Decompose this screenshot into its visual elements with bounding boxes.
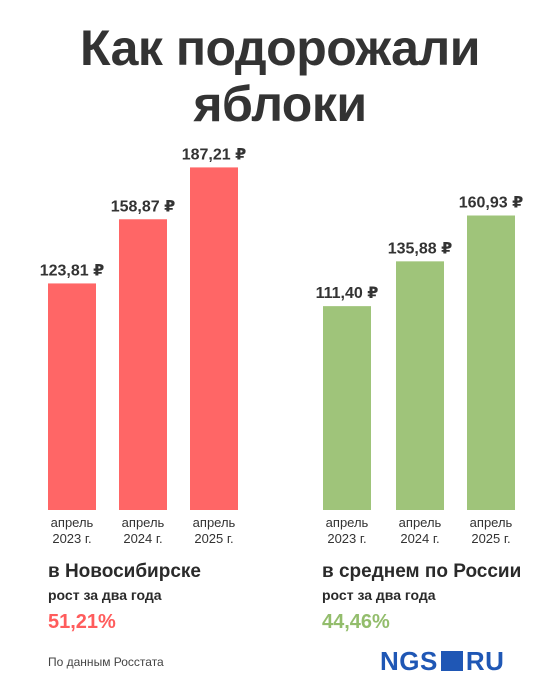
bar-value-label-russia-0: 111,40 ₽ <box>316 285 379 302</box>
bar-value-label-novosibirsk-1: 158,87 ₽ <box>111 198 176 215</box>
bar-novosibirsk-1 <box>119 219 167 511</box>
tick-label-russia-0-1: 2023 г. <box>327 531 366 546</box>
region-russia: в среднем по России рост за два года 44,… <box>322 560 521 634</box>
region-novosibirsk: в Новосибирске рост за два года 51,21% <box>48 560 201 634</box>
region-name-novosibirsk: в Новосибирске <box>48 561 201 582</box>
growth-label-russia: рост за два года <box>322 587 436 603</box>
bar-value-label-russia-1: 135,88 ₽ <box>388 240 453 257</box>
logo-right-text: RU <box>465 645 505 676</box>
tick-label-novosibirsk-0-0: апрель <box>51 515 94 530</box>
tick-label-novosibirsk-2-1: 2025 г. <box>194 531 233 546</box>
growth-value-novosibirsk: 51,21% <box>48 611 116 633</box>
growth-label-novosibirsk: рост за два года <box>48 587 162 603</box>
tick-label-novosibirsk-1-1: 2024 г. <box>123 531 162 546</box>
bar-value-label-russia-2: 160,93 ₽ <box>459 194 524 211</box>
logo-square-icon <box>440 651 463 671</box>
tick-label-russia-0-0: апрель <box>326 515 369 530</box>
tick-label-novosibirsk-0-1: 2023 г. <box>52 531 91 546</box>
bar-russia-1 <box>396 261 444 510</box>
bar-novosibirsk-2 <box>190 167 238 510</box>
title-line-2: яблоки <box>193 76 367 132</box>
tick-label-russia-1-1: 2024 г. <box>400 531 439 546</box>
source-note: По данным Росстата <box>48 655 164 669</box>
ngs-logo: NGS RU <box>380 645 505 676</box>
bar-value-label-novosibirsk-2: 187,21 ₽ <box>182 146 247 163</box>
tick-label-novosibirsk-2-0: апрель <box>193 515 236 530</box>
title-line-1: Как подорожали <box>79 20 481 76</box>
region-name-russia: в среднем по России <box>322 561 522 582</box>
tick-label-russia-1-0: апрель <box>399 515 442 530</box>
bar-value-label-novosibirsk-0: 123,81 ₽ <box>40 262 105 279</box>
bar-novosibirsk-0 <box>48 283 96 510</box>
tick-label-russia-2-0: апрель <box>470 515 513 530</box>
tick-label-russia-2-1: 2025 г. <box>471 531 510 546</box>
logo-left-text: NGS <box>380 645 438 676</box>
page-title: Как подорожали яблоки <box>0 20 560 132</box>
growth-value-russia: 44,46% <box>322 611 390 633</box>
tick-label-novosibirsk-1-0: апрель <box>122 515 165 530</box>
bar-russia-0 <box>323 306 371 510</box>
bar-russia-2 <box>467 215 515 510</box>
